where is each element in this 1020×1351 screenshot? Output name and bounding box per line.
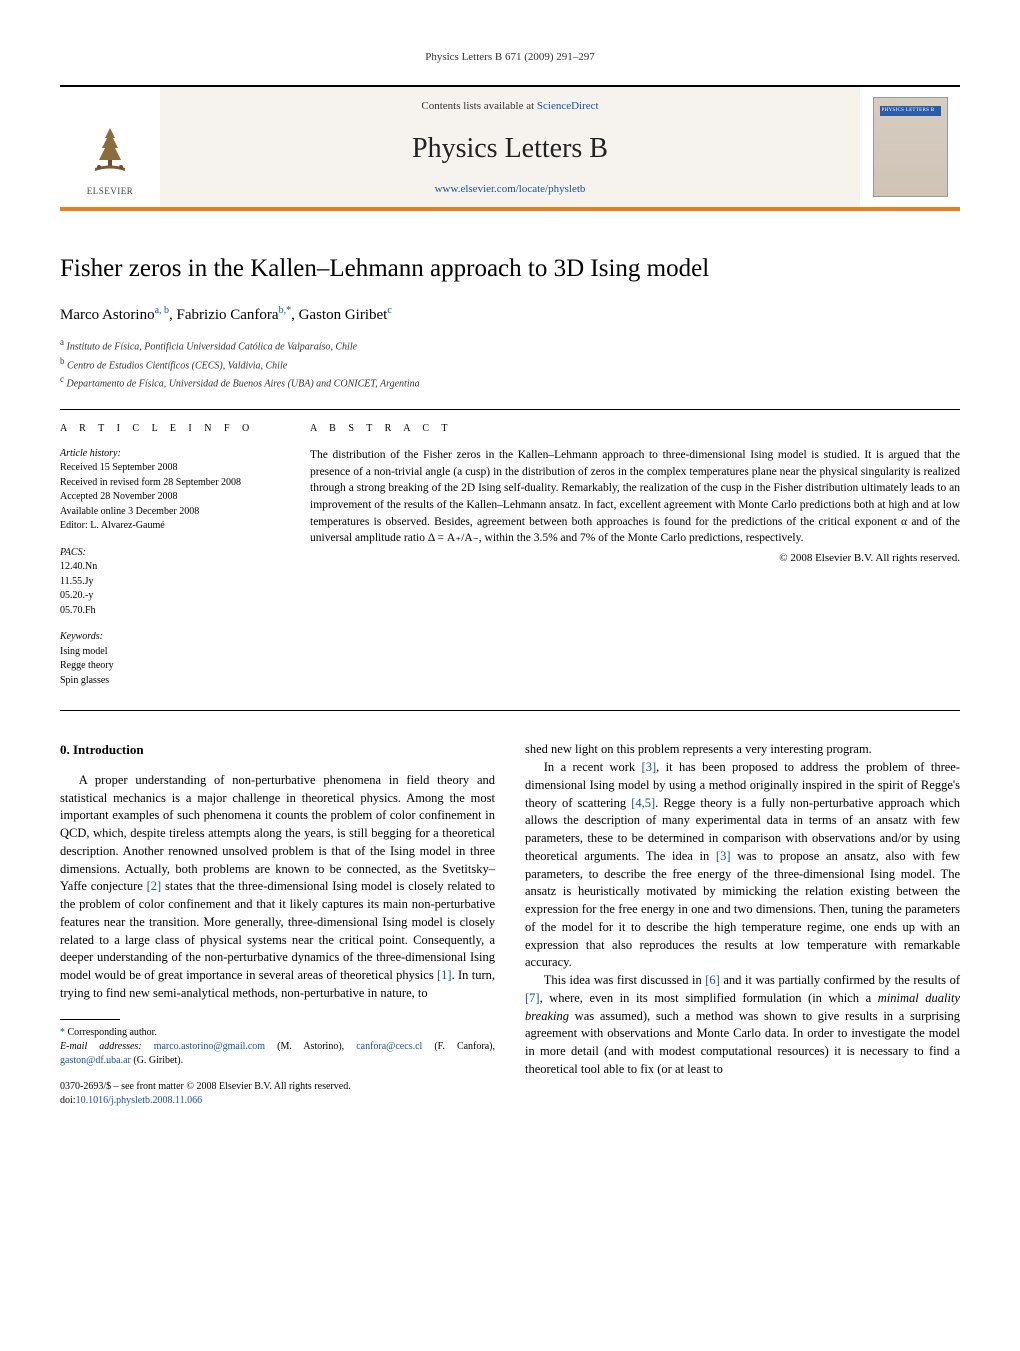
article-history: Article history: Received 15 September 2… xyxy=(60,447,270,534)
author-3-marks[interactable]: c xyxy=(387,305,391,316)
front-matter-line: 0370-2693/$ – see front matter © 2008 El… xyxy=(60,1080,495,1094)
corresponding-note: * Corresponding author. xyxy=(60,1026,495,1040)
affiliation-b: b Centro de Estudios Científicos (CECS),… xyxy=(60,355,960,373)
email-2[interactable]: canfora@cecs.cl xyxy=(356,1041,422,1052)
pacs-1: 11.55.Jy xyxy=(60,575,270,590)
author-1-marks[interactable]: a, b xyxy=(155,305,169,316)
aff-text-b: Centro de Estudios Científicos (CECS), V… xyxy=(67,360,287,371)
para-3: In a recent work [3], it has been propos… xyxy=(525,759,960,972)
abstract-label: A B S T R A C T xyxy=(310,422,960,437)
doi-line: doi:10.1016/j.physletb.2008.11.066 xyxy=(60,1094,495,1108)
doi-link[interactable]: 10.1016/j.physletb.2008.11.066 xyxy=(76,1095,203,1106)
history-1: Received in revised form 28 September 20… xyxy=(60,476,270,491)
divider-top xyxy=(60,409,960,410)
bottom-meta: 0370-2693/$ – see front matter © 2008 El… xyxy=(60,1080,495,1108)
history-3: Available online 3 December 2008 xyxy=(60,505,270,520)
doi-label: doi: xyxy=(60,1095,76,1106)
history-4: Editor: L. Alvarez-Gaumé xyxy=(60,519,270,534)
corresponding-text: Corresponding author. xyxy=(68,1027,157,1038)
keywords-label: Keywords: xyxy=(60,630,270,645)
email-3-who: (G. Giribet) xyxy=(133,1055,180,1066)
email-1-who: (M. Astorino) xyxy=(277,1041,342,1052)
contents-available: Contents lists available at ScienceDirec… xyxy=(170,99,850,114)
history-2: Accepted 28 November 2008 xyxy=(60,490,270,505)
para-2-lead: shed new light on this problem represent… xyxy=(525,741,960,759)
pacs-block: PACS: 12.40.Nn 11.55.Jy 05.20.-y 05.70.F… xyxy=(60,546,270,619)
emails-label: E-mail addresses: xyxy=(60,1041,142,1052)
aff-key-b: b xyxy=(60,356,65,366)
aff-text-a: Instituto de Física, Pontificia Universi… xyxy=(67,342,358,353)
abstract-text: The distribution of the Fisher zeros in … xyxy=(310,447,960,547)
pacs-3: 05.70.Fh xyxy=(60,604,270,619)
history-label: Article history: xyxy=(60,447,270,462)
pacs-2: 05.20.-y xyxy=(60,589,270,604)
cover-thumbnail: PHYSICS LETTERS B xyxy=(873,97,948,197)
elsevier-logo: ELSEVIER xyxy=(85,123,135,198)
abstract-copyright: © 2008 Elsevier B.V. All rights reserved… xyxy=(310,551,960,567)
author-3: Gaston Giribet xyxy=(299,307,388,323)
affiliation-a: a Instituto de Física, Pontificia Univer… xyxy=(60,336,960,354)
email-addresses: E-mail addresses: marco.astorino@gmail.c… xyxy=(60,1040,495,1068)
aff-key-c: c xyxy=(60,374,64,384)
article-info: A R T I C L E I N F O Article history: R… xyxy=(60,422,270,700)
section-heading-0: 0. Introduction xyxy=(60,741,495,759)
footnote-block: * Corresponding author. E-mail addresses… xyxy=(60,1019,495,1108)
body-columns: 0. Introduction A proper understanding o… xyxy=(60,741,960,1107)
article-meta-row: A R T I C L E I N F O Article history: R… xyxy=(60,422,960,700)
footnote-separator xyxy=(60,1019,120,1020)
kw-1: Regge theory xyxy=(60,659,270,674)
email-2-who: (F. Canfora) xyxy=(434,1041,492,1052)
journal-homepage: www.elsevier.com/locate/physletb xyxy=(170,182,850,197)
para-1: A proper understanding of non-perturbati… xyxy=(60,772,495,1003)
aff-text-c: Departamento de Física, Universidad de B… xyxy=(67,378,420,389)
para-4: This idea was first discussed in [6] and… xyxy=(525,972,960,1079)
email-3[interactable]: gaston@df.uba.ar xyxy=(60,1055,131,1066)
author-1: Marco Astorino xyxy=(60,307,155,323)
journal-header: ELSEVIER Contents lists available at Sci… xyxy=(60,85,960,211)
divider-bottom xyxy=(60,710,960,711)
journal-homepage-link[interactable]: www.elsevier.com/locate/physletb xyxy=(435,183,586,195)
cover-label: PHYSICS LETTERS B xyxy=(882,107,935,114)
kw-2: Spin glasses xyxy=(60,674,270,689)
header-center: Contents lists available at ScienceDirec… xyxy=(160,87,860,207)
history-0: Received 15 September 2008 xyxy=(60,461,270,476)
article-info-label: A R T I C L E I N F O xyxy=(60,422,270,437)
aff-key-a: a xyxy=(60,337,64,347)
author-2-marks[interactable]: b,* xyxy=(279,305,292,316)
authors: Marco Astorinoa, b, Fabrizio Canforab,*,… xyxy=(60,304,960,326)
abstract: A B S T R A C T The distribution of the … xyxy=(310,422,960,700)
author-2: Fabrizio Canfora xyxy=(177,307,279,323)
journal-name: Physics Letters B xyxy=(170,129,850,168)
article-title: Fisher zeros in the Kallen–Lehmann appro… xyxy=(60,251,960,286)
pacs-label: PACS: xyxy=(60,546,270,561)
contents-prefix: Contents lists available at xyxy=(421,100,536,112)
affiliation-c: c Departamento de Física, Universidad de… xyxy=(60,373,960,391)
cover-cell: PHYSICS LETTERS B xyxy=(860,87,960,207)
kw-0: Ising model xyxy=(60,645,270,660)
elsevier-tree-icon xyxy=(85,123,135,178)
keywords-block: Keywords: Ising model Regge theory Spin … xyxy=(60,630,270,688)
publisher-name: ELSEVIER xyxy=(85,185,135,198)
publisher-logo-cell: ELSEVIER xyxy=(60,87,160,207)
sciencedirect-link[interactable]: ScienceDirect xyxy=(537,100,599,112)
running-head: Physics Letters B 671 (2009) 291–297 xyxy=(60,50,960,65)
email-1[interactable]: marco.astorino@gmail.com xyxy=(154,1041,265,1052)
pacs-0: 12.40.Nn xyxy=(60,560,270,575)
affiliations: a Instituto de Física, Pontificia Univer… xyxy=(60,336,960,391)
